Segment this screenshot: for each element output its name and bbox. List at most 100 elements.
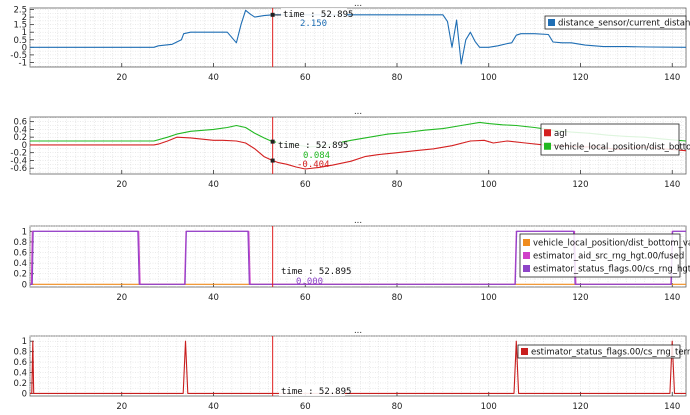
plot-panel-1: ... -1-0.500.511.522.5 20 40 60 80 100 120 140 ti… bbox=[10, 0, 690, 83]
x-tick-label: 60 bbox=[300, 293, 311, 303]
y-tick-label: 0.6 bbox=[13, 358, 27, 368]
legend-label: vehicle_local_position/dist_bottom_valid bbox=[533, 239, 690, 249]
y-tick-label: 2 bbox=[22, 13, 27, 23]
y-tick-label: 1 bbox=[22, 337, 27, 347]
y-tick-label: -0.4 bbox=[10, 156, 27, 166]
y-tick-label: 0.5 bbox=[13, 36, 27, 46]
x-tick-label: 140 bbox=[664, 402, 680, 412]
series-line-1 bbox=[30, 9, 687, 65]
x-tick-label: 40 bbox=[208, 293, 219, 303]
time-readout: time : 52.895 bbox=[283, 10, 353, 20]
legend-box bbox=[544, 15, 687, 30]
x-tick-label: 120 bbox=[572, 293, 588, 303]
legend-swatch bbox=[544, 142, 551, 150]
time-readout: time : 52.895 bbox=[281, 267, 351, 277]
x-tick-label: 120 bbox=[572, 402, 588, 412]
y-tick-label: 1.5 bbox=[13, 21, 27, 31]
legend-label: vehicle_local_position/dist_bottom bbox=[554, 142, 690, 152]
y-tick-label: 0.6 bbox=[13, 249, 27, 259]
cursor-point-marker bbox=[270, 158, 275, 163]
x-tick-label: 80 bbox=[392, 73, 403, 83]
x-tick-label: 20 bbox=[116, 293, 127, 303]
x-tick-label: 40 bbox=[208, 402, 219, 412]
y-tick-label: 0.8 bbox=[13, 348, 27, 358]
legend-swatch bbox=[521, 348, 528, 355]
x-tick-label: 20 bbox=[116, 402, 127, 412]
time-readout-bg bbox=[276, 139, 342, 150]
y-tick-label: 2.5 bbox=[13, 6, 27, 16]
panel-drag-handle[interactable]: ... bbox=[354, 326, 362, 336]
cursor-value-label: 0.084 bbox=[303, 151, 330, 161]
cursor-value-label: -0.404 bbox=[297, 160, 330, 170]
x-tick-label: 120 bbox=[572, 73, 588, 83]
x-tick-label: 20 bbox=[116, 73, 127, 83]
x-tick-label: 140 bbox=[664, 180, 680, 190]
series-line-3 bbox=[30, 230, 686, 285]
y-tick-label: 0.2 bbox=[13, 133, 27, 143]
legend-swatch bbox=[523, 252, 530, 259]
y-tick-label: 0.2 bbox=[13, 379, 27, 389]
y-tick-label: 0.4 bbox=[13, 369, 27, 379]
y-tick-label: 0 bbox=[22, 141, 27, 151]
cursor-point-marker bbox=[270, 139, 275, 144]
legend-swatch bbox=[523, 265, 530, 272]
legend-swatch bbox=[544, 129, 551, 137]
legend-box bbox=[519, 233, 681, 278]
x-tick-label: 100 bbox=[481, 73, 497, 83]
time-readout: time : 52.895 bbox=[278, 141, 348, 151]
y-tick-label: 1 bbox=[22, 227, 27, 237]
legend-box bbox=[517, 344, 681, 359]
y-tick-label: -0.5 bbox=[10, 51, 27, 61]
y-tick-label: 0 bbox=[22, 280, 27, 290]
x-tick-label: 20 bbox=[116, 180, 127, 190]
y-tick-label: 0.4 bbox=[13, 125, 27, 135]
y-tick-label: 1 bbox=[22, 28, 27, 38]
legend-label: estimator_status_flags.00/cs_rng_terrain bbox=[531, 348, 690, 358]
legend-label: agl bbox=[554, 129, 567, 139]
x-tick-label: 140 bbox=[664, 73, 680, 83]
x-tick-label: 120 bbox=[572, 180, 588, 190]
legend-swatch bbox=[548, 19, 555, 26]
time-readout-bg bbox=[279, 265, 345, 276]
legend[interactable]: distance_sensor/current_distance bbox=[544, 15, 690, 30]
legend[interactable]: estimator_status_flags.00/cs_rng_terrain bbox=[517, 344, 690, 359]
x-tick-label: 80 bbox=[392, 180, 403, 190]
time-readout-bg bbox=[279, 385, 345, 396]
panel-drag-handle[interactable]: ... bbox=[354, 0, 362, 9]
legend-label: estimator_status_flags.00/cs_rng_hgt bbox=[533, 265, 690, 275]
x-tick-label: 60 bbox=[300, 73, 311, 83]
cursor-value-label: 2.150 bbox=[300, 19, 327, 29]
x-tick-label: 100 bbox=[481, 293, 497, 303]
x-tick-label: 60 bbox=[300, 402, 311, 412]
x-tick-label: 100 bbox=[481, 180, 497, 190]
legend-box bbox=[540, 123, 680, 156]
y-tick-label: 0 bbox=[22, 43, 27, 53]
x-tick-label: 40 bbox=[208, 73, 219, 83]
y-tick-label: -0.6 bbox=[10, 164, 27, 174]
legend[interactable]: vehicle_local_position/dist_bottom_valid… bbox=[519, 233, 690, 278]
time-readout: time : 52.895 bbox=[281, 387, 351, 397]
panel-drag-handle[interactable]: ... bbox=[354, 107, 362, 117]
x-tick-label: 40 bbox=[208, 180, 219, 190]
y-tick-label: 0.2 bbox=[13, 270, 27, 280]
legend[interactable]: agl vehicle_local_position/dist_bottom bbox=[540, 123, 690, 156]
legend-swatch bbox=[523, 239, 530, 246]
time-readout-bg bbox=[281, 8, 347, 19]
x-tick-label: 60 bbox=[300, 180, 311, 190]
y-tick-label: 0.8 bbox=[13, 238, 27, 248]
y-tick-label: -1 bbox=[19, 58, 27, 68]
x-tick-label: 100 bbox=[481, 402, 497, 412]
plot-panel-2: ... -0.6-0.4-0.200.20.40.6 20 40 60 80 100 120 1… bbox=[10, 107, 690, 190]
x-tick-label: 80 bbox=[392, 402, 403, 412]
cursor-value-label: 0.000 bbox=[296, 277, 323, 287]
y-tick-label: 0.6 bbox=[13, 118, 27, 128]
x-tick-label: 80 bbox=[392, 293, 403, 303]
x-tick-label: 140 bbox=[664, 293, 680, 303]
y-tick-label: -0.2 bbox=[10, 149, 27, 159]
y-tick-label: 0.4 bbox=[13, 259, 27, 269]
legend-label: estimator_aid_src_rng_hgt.00/fused bbox=[533, 252, 684, 262]
panel-drag-handle[interactable]: ... bbox=[354, 216, 362, 226]
